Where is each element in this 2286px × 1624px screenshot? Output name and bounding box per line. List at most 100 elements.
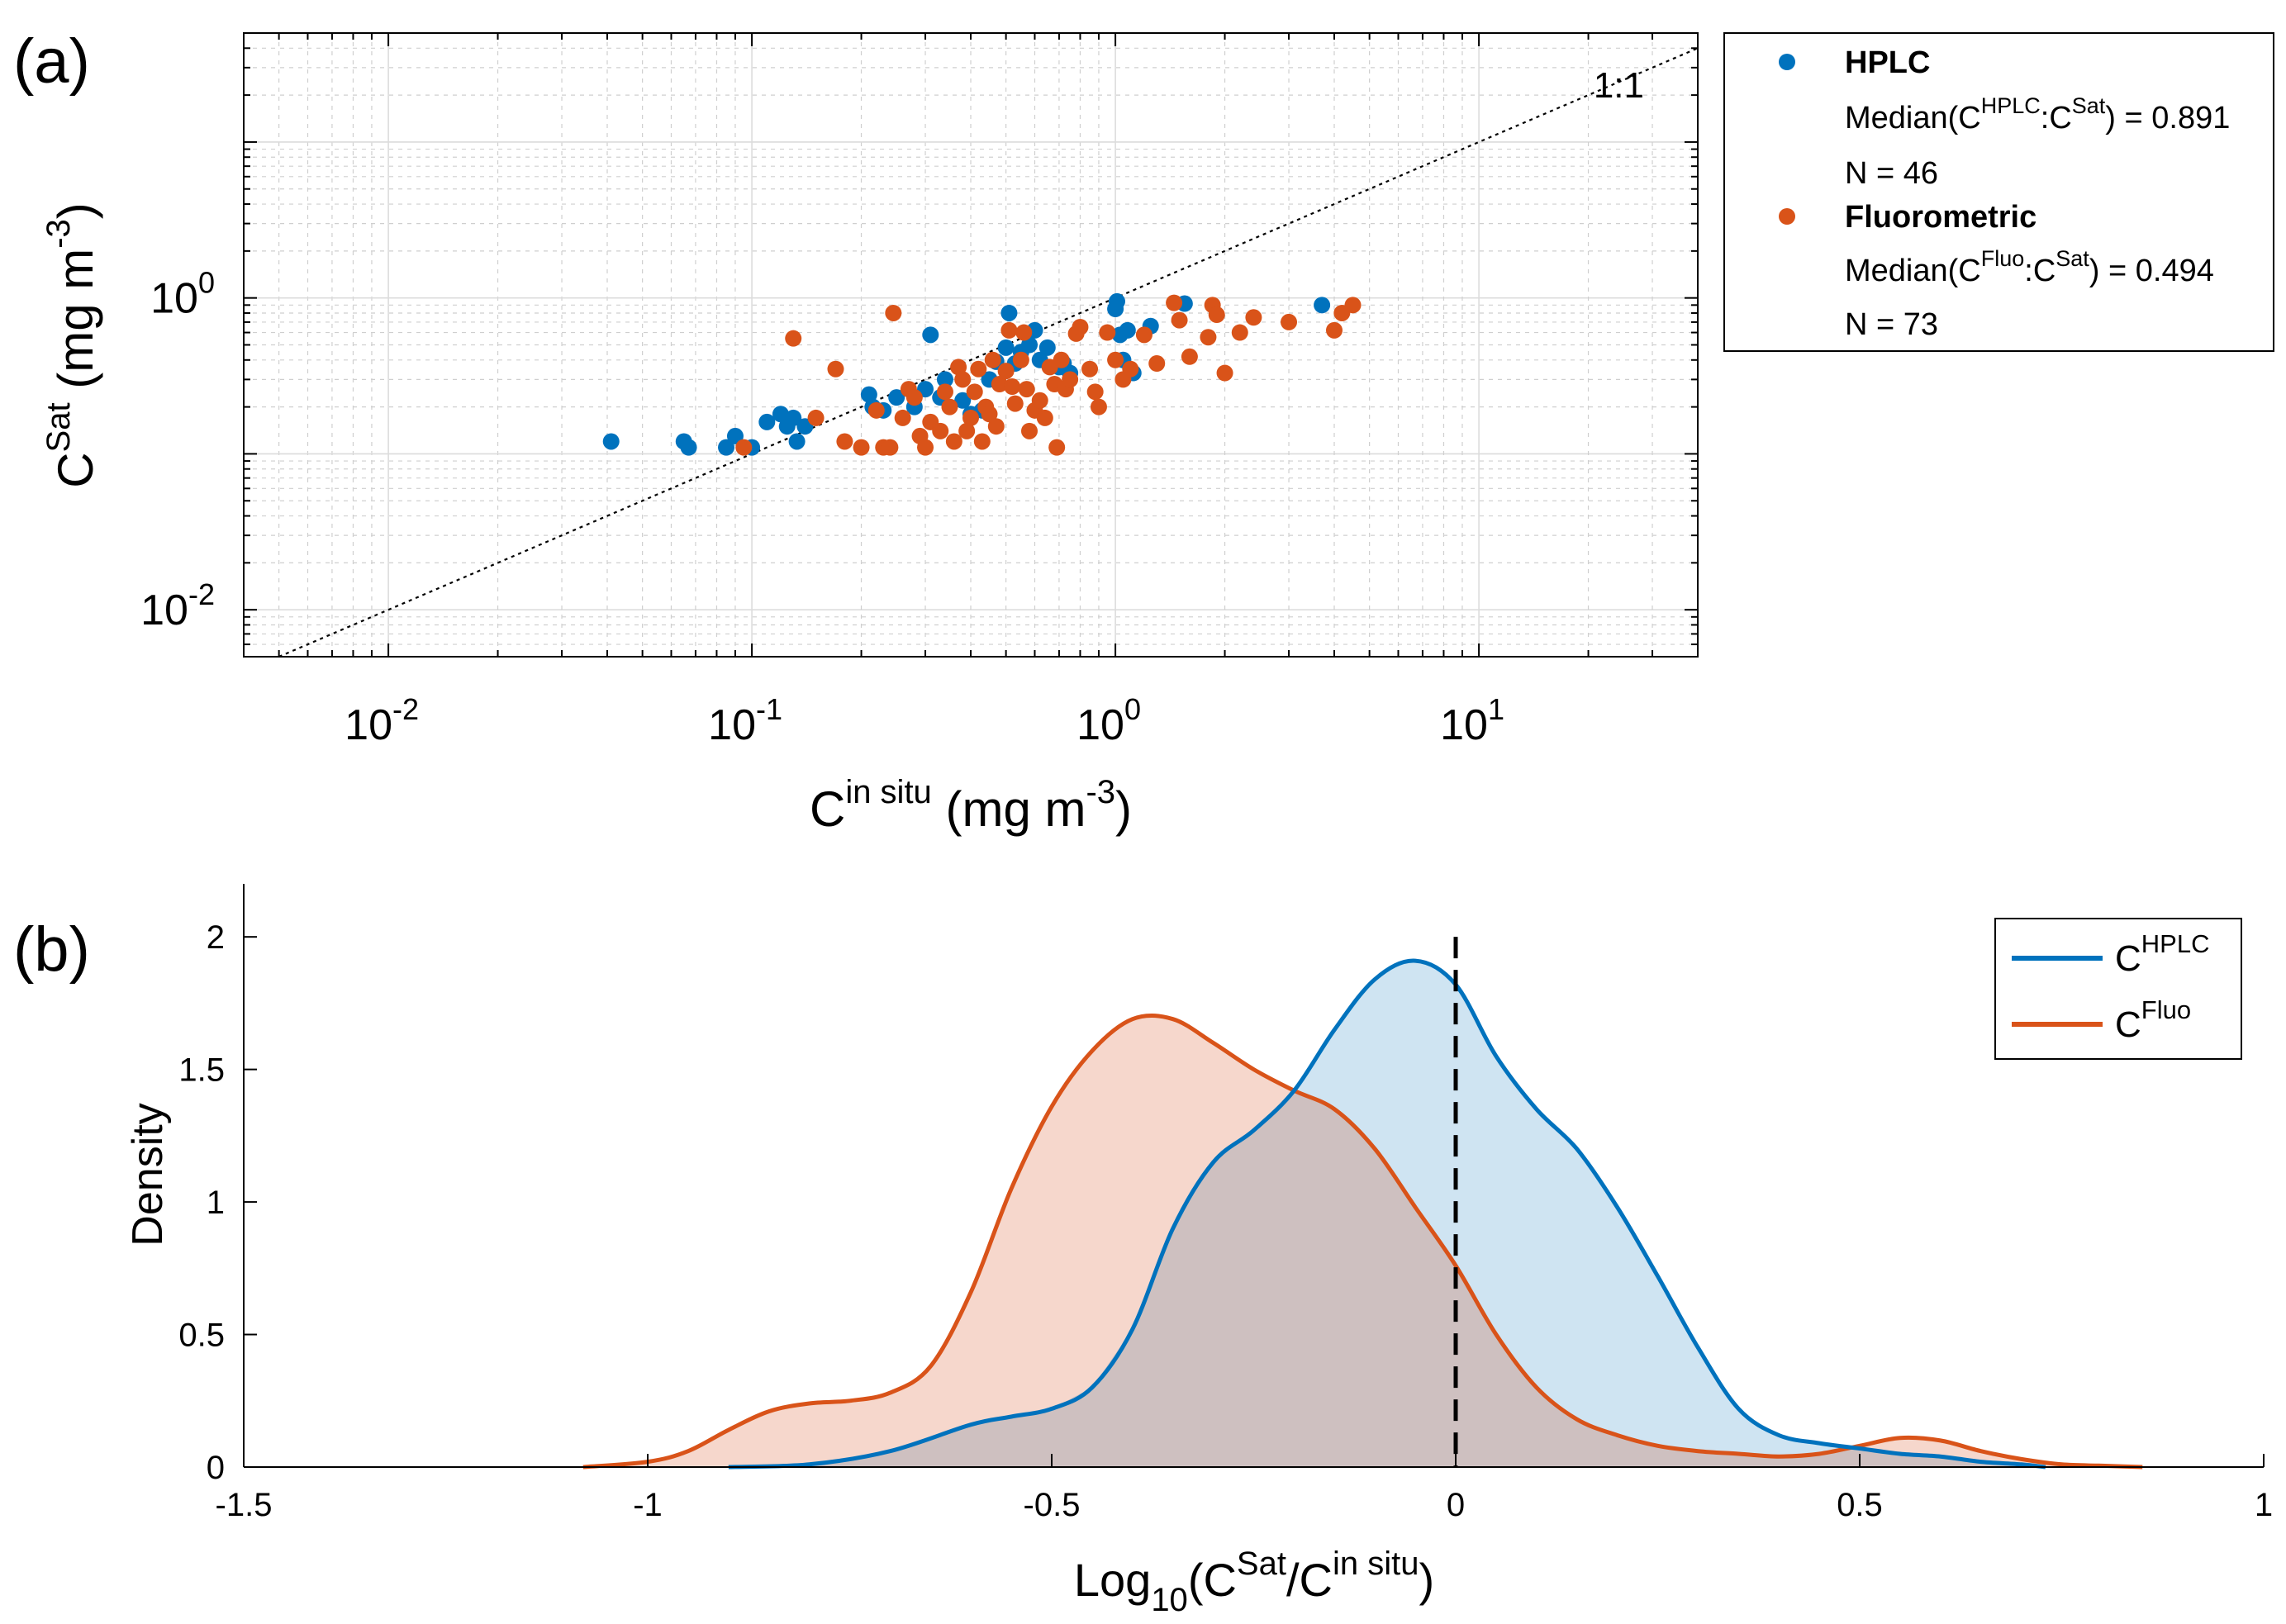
fluorometric-point (785, 330, 802, 347)
scatter-grid (243, 32, 1699, 658)
fluorometric-point (991, 376, 1008, 393)
fluorometric-point (1216, 364, 1233, 382)
density-x-tick-label: -1.5 (216, 1487, 273, 1523)
hplc-point (1021, 336, 1038, 354)
hplc-point (758, 413, 776, 430)
fluorometric-point (1086, 383, 1104, 401)
one-to-one-line (278, 47, 1699, 658)
legend-fluo-label: CFluo (2115, 995, 2191, 1045)
overlap-density-fill (728, 1090, 2046, 1467)
legend-hplc-n: N = 46 (1845, 156, 1938, 191)
fluorometric-point (1004, 378, 1021, 396)
y-tick-label-1e0: 100 (150, 266, 215, 323)
scatter-y-axis-label: CSat (mg m-3) (40, 202, 103, 488)
hplc-point (997, 339, 1015, 356)
legend-hplc-median: Median(CHPLC:CSat) = 0.891 (1845, 93, 2230, 135)
fluorometric-point (836, 433, 853, 450)
fluorometric-point (945, 433, 962, 450)
density-x-tick-label: 0.5 (1837, 1487, 1883, 1523)
fluorometric-point (1208, 306, 1225, 324)
hplc-point (785, 409, 802, 426)
hplc-point (772, 406, 789, 423)
fluorometric-point (1062, 371, 1079, 388)
hplc-point (1000, 304, 1018, 321)
legend-hplc-name: HPLC (1845, 45, 1930, 80)
fluorometric-point (1171, 311, 1188, 329)
fluorometric-point (1072, 318, 1089, 335)
hplc-point (680, 439, 697, 456)
x-tick-label-1e-1: 10-1 (708, 692, 782, 749)
hplc-point (1119, 321, 1136, 339)
fluorometric-point (1048, 439, 1066, 456)
hplc-point (718, 439, 735, 456)
density-x-tick-label: -1 (633, 1487, 663, 1523)
x-tick-label-1e1: 101 (1440, 692, 1504, 749)
fluorometric-point (1231, 324, 1248, 341)
fluorometric-point (867, 401, 885, 419)
fluorometric-point (1018, 381, 1035, 398)
legend-fluo-median: Median(CFluo:CSat) = 0.494 (1845, 246, 2214, 288)
fluorometric-point (987, 418, 1005, 435)
density-y-tick-label: 1 (207, 1185, 225, 1221)
hplc-point (1038, 339, 1056, 356)
fluorometric-point (966, 383, 983, 401)
fluorometric-point (1031, 392, 1048, 409)
fluorometric-points (735, 294, 1362, 456)
fluorometric-point (905, 389, 923, 406)
fluorometric-point (1090, 398, 1107, 415)
hplc-point (1314, 297, 1331, 314)
hplc-point (1108, 292, 1125, 310)
fluorometric-point (970, 360, 987, 378)
hplc-point (922, 326, 939, 344)
hplc-point (602, 433, 620, 450)
density-y-tick-labels: 0 0.5 1 1.5 2 (178, 919, 225, 1486)
density-x-axis-label: Log10(CSat/Cin situ) (1074, 1546, 1434, 1618)
fluorometric-point (1181, 348, 1198, 365)
fluorometric-point (1107, 351, 1124, 368)
fluorometric-point (885, 304, 902, 321)
fluorometric-point (807, 409, 825, 426)
fluorometric-point (936, 383, 953, 401)
density-y-axis-label: Density (124, 1103, 172, 1246)
density-y-tick-label: 0 (207, 1450, 225, 1486)
fluorometric-point (941, 398, 958, 415)
fluorometric-point (1012, 351, 1029, 368)
density-x-tick-label: 1 (2255, 1487, 2273, 1523)
panel-label-b: (b) (13, 914, 90, 985)
fluorometric-point (981, 406, 998, 423)
scatter-panel: 1:1 10-2 10-1 100 101 10-2 100 Cin situ … (40, 32, 2274, 837)
density-legend: CHPLC CFluo (1994, 918, 2242, 1060)
fluorometric-point (735, 439, 753, 456)
fluorometric-point (1326, 321, 1343, 339)
fluo-density-curve (582, 1013, 2143, 1470)
density-axes (243, 884, 2265, 1468)
density-x-tick-label: -0.5 (1024, 1487, 1081, 1523)
fluorometric-point (1015, 324, 1033, 341)
fluorometric-point (853, 439, 870, 456)
x-tick-label-1e0: 100 (1076, 692, 1141, 749)
fluorometric-point (1200, 329, 1217, 346)
panel-label-a: (a) (13, 26, 90, 97)
scatter-y-tick-labels: 10-2 100 (140, 266, 215, 635)
fluorometric-point (1081, 360, 1099, 378)
legend-fluo-name: Fluorometric (1845, 200, 2036, 235)
fluorometric-point (954, 371, 972, 388)
fluorometric-point (1053, 351, 1070, 368)
legend-fluo-marker (1779, 208, 1795, 225)
density-y-tick-label: 2 (207, 919, 225, 956)
fluorometric-point (1006, 395, 1024, 412)
fluorometric-point (1021, 422, 1038, 439)
fluorometric-point (1122, 360, 1139, 378)
x-tick-label-1e-2: 10-2 (345, 692, 419, 749)
fluorometric-point (882, 439, 899, 456)
density-panel: -1.5 -1 -0.5 0 0.5 1 0 0.5 1 1.5 2 Densi… (124, 884, 2273, 1618)
hplc-point (936, 371, 953, 388)
legend-hplc-marker (1779, 54, 1795, 70)
fluorometric-point (1245, 309, 1262, 326)
density-x-tick-labels: -1.5 -1 -0.5 0 0.5 1 (216, 1487, 2274, 1523)
scatter-legend-box (1723, 32, 2274, 352)
y-tick-label-1e-2: 10-2 (140, 577, 215, 634)
fluorometric-point (958, 422, 976, 439)
fluorometric-point (1281, 313, 1298, 330)
